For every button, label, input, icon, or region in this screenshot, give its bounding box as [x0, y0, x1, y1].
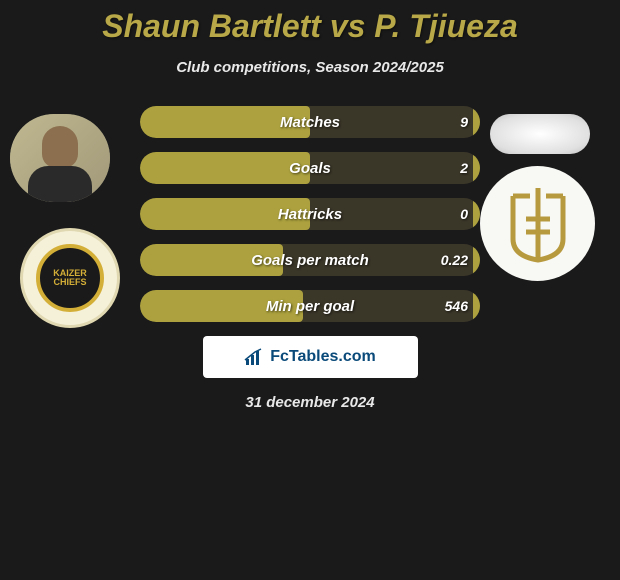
stat-row: Goals 2: [140, 152, 480, 184]
stat-value-right: 0: [460, 206, 468, 222]
stat-label: Hattricks: [278, 206, 342, 223]
stat-value-right: 2: [460, 160, 468, 176]
page-title: Shaun Bartlett vs P. Tjiueza: [0, 0, 620, 45]
stat-value-right: 546: [445, 298, 468, 314]
stat-value-right: 0.22: [441, 252, 468, 268]
stat-row: Matches 9: [140, 106, 480, 138]
brand-footer[interactable]: FcTables.com: [203, 336, 418, 378]
stat-value-right: 9: [460, 114, 468, 130]
club-left-badge: KAIZER CHIEFS: [20, 228, 120, 328]
brand-chart-icon: [244, 347, 264, 367]
stat-row: Hattricks 0: [140, 198, 480, 230]
club-right-svg: [498, 184, 578, 264]
player-left-photo: [10, 114, 110, 202]
club-left-text-bottom: CHIEFS: [53, 278, 86, 287]
player-right-photo: [490, 114, 590, 154]
stat-row: Min per goal 546: [140, 290, 480, 322]
stat-label: Goals per match: [251, 252, 369, 269]
club-right-badge: [480, 166, 595, 281]
stats-list: Matches 9 Goals 2 Hattricks 0 Goals per match 0…: [140, 106, 480, 322]
comparison-content: KAIZER CHIEFS Matches 9 Goals 2 Hattricks 0 Go…: [0, 106, 620, 411]
stat-row: Goals per match 0.22: [140, 244, 480, 276]
stat-fill-right: [473, 290, 480, 322]
stat-fill-left: [140, 152, 310, 184]
brand-text: FcTables.com: [270, 348, 376, 366]
stat-label: Matches: [280, 114, 340, 131]
stat-fill-right: [473, 198, 480, 230]
date-text: 31 december 2024: [0, 394, 620, 411]
stat-fill-right: [473, 152, 480, 184]
season-subtitle: Club competitions, Season 2024/2025: [0, 59, 620, 76]
stat-fill-right: [473, 106, 480, 138]
stat-label: Goals: [289, 160, 331, 177]
stat-fill-right: [473, 244, 480, 276]
stat-label: Min per goal: [266, 298, 354, 315]
